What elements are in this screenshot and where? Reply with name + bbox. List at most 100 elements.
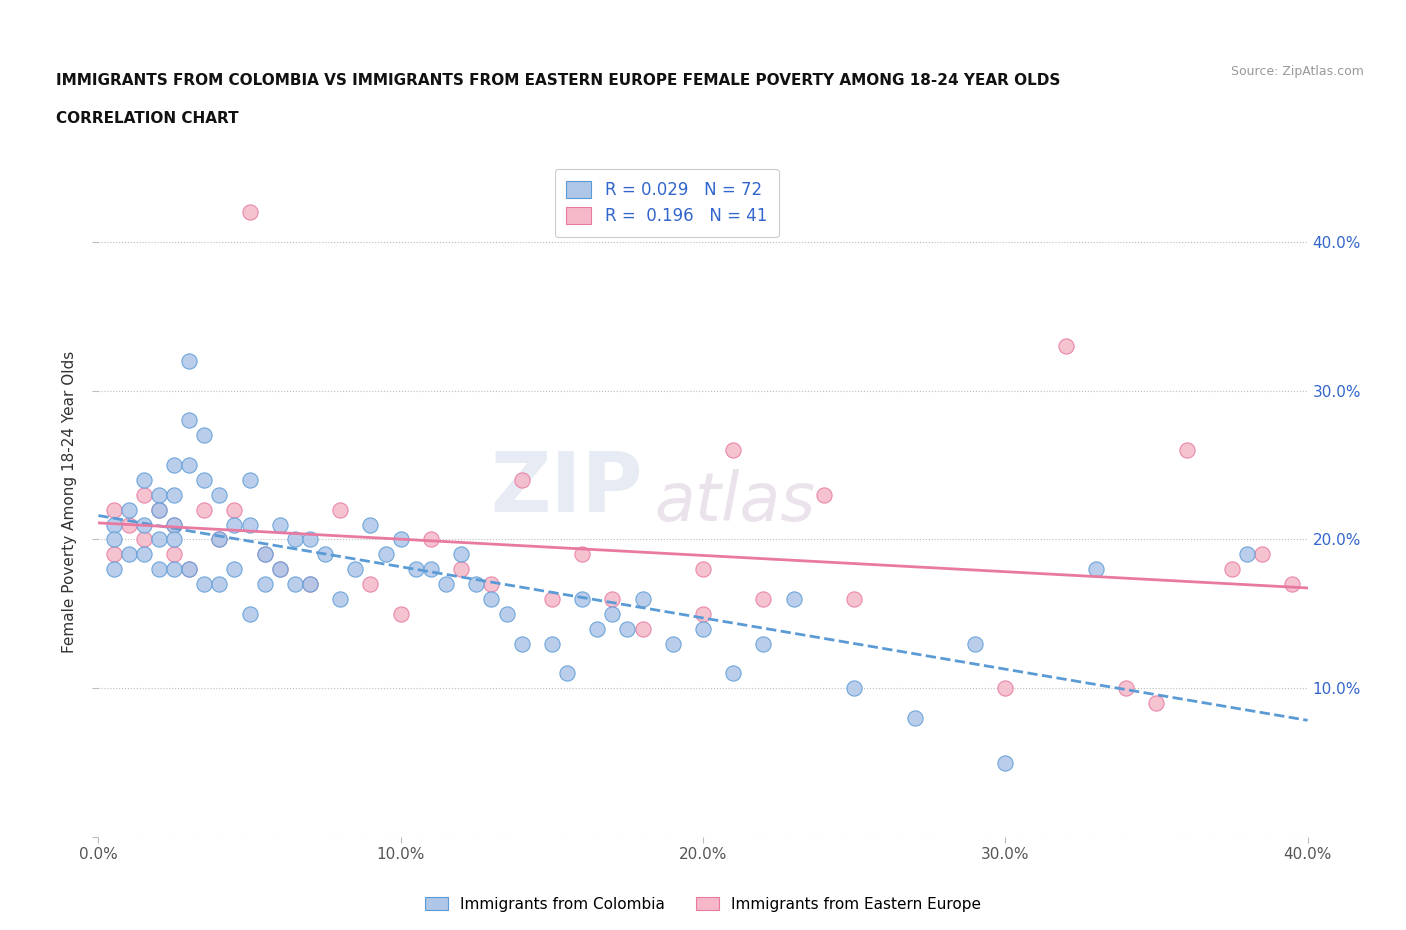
Point [148, 487, 170, 502]
Point [994, 681, 1017, 696]
Point [1115, 681, 1137, 696]
Point [1054, 339, 1077, 353]
Point [163, 487, 186, 502]
Point [329, 591, 352, 606]
Point [163, 562, 186, 577]
Point [239, 472, 262, 487]
Point [904, 711, 927, 725]
Point [253, 547, 276, 562]
Point [148, 502, 170, 517]
Point [571, 547, 593, 562]
Point [163, 458, 186, 472]
Point [148, 562, 170, 577]
Point [540, 591, 562, 606]
Point [1175, 443, 1198, 458]
Point [723, 666, 745, 681]
Point [132, 487, 155, 502]
Point [253, 577, 276, 591]
Point [586, 621, 609, 636]
Point [1281, 577, 1303, 591]
Point [179, 353, 201, 368]
Point [179, 413, 201, 428]
Point [540, 636, 562, 651]
Point [163, 547, 186, 562]
Point [692, 606, 714, 621]
Point [692, 621, 714, 636]
Point [239, 517, 262, 532]
Point [783, 591, 806, 606]
Point [1236, 547, 1258, 562]
Point [148, 502, 170, 517]
Point [269, 517, 291, 532]
Point [389, 606, 412, 621]
Point [103, 562, 125, 577]
Point [510, 472, 533, 487]
Point [163, 517, 186, 532]
Point [1085, 562, 1108, 577]
Point [132, 532, 155, 547]
Point [132, 472, 155, 487]
Point [602, 606, 624, 621]
Point [103, 547, 125, 562]
Text: Source: ZipAtlas.com: Source: ZipAtlas.com [1230, 65, 1364, 78]
Point [631, 591, 654, 606]
Point [692, 562, 714, 577]
Point [118, 517, 141, 532]
Point [389, 532, 412, 547]
Point [420, 562, 443, 577]
Point [662, 636, 685, 651]
Point [360, 577, 382, 591]
Point [284, 577, 307, 591]
Point [631, 621, 654, 636]
Point [208, 577, 231, 591]
Point [208, 532, 231, 547]
Point [360, 517, 382, 532]
Point [571, 591, 593, 606]
Point [224, 502, 246, 517]
Point [616, 621, 638, 636]
Point [163, 517, 186, 532]
Point [1220, 562, 1243, 577]
Point [103, 532, 125, 547]
Point [118, 502, 141, 517]
Point [602, 591, 624, 606]
Point [208, 532, 231, 547]
Point [329, 502, 352, 517]
Point [405, 562, 427, 577]
Point [1251, 547, 1274, 562]
Point [163, 532, 186, 547]
Point [299, 577, 322, 591]
Point [118, 547, 141, 562]
Point [723, 443, 745, 458]
Point [344, 562, 367, 577]
Y-axis label: Female Poverty Among 18-24 Year Olds: Female Poverty Among 18-24 Year Olds [62, 352, 77, 654]
Point [450, 562, 472, 577]
Point [510, 636, 533, 651]
Point [299, 532, 322, 547]
Point [269, 562, 291, 577]
Point [481, 591, 503, 606]
Point [193, 428, 215, 443]
Point [132, 517, 155, 532]
Point [844, 681, 866, 696]
Point [420, 532, 443, 547]
Point [224, 562, 246, 577]
Point [284, 532, 307, 547]
Point [193, 472, 215, 487]
Point [813, 487, 835, 502]
Point [374, 547, 396, 562]
Point [299, 577, 322, 591]
Point [450, 547, 472, 562]
Point [239, 205, 262, 219]
Point [103, 502, 125, 517]
Point [965, 636, 987, 651]
Point [193, 577, 215, 591]
Point [148, 532, 170, 547]
Point [555, 666, 578, 681]
Point [253, 547, 276, 562]
Point [208, 487, 231, 502]
Legend: R = 0.029   N = 72, R =  0.196   N = 41: R = 0.029 N = 72, R = 0.196 N = 41 [555, 169, 779, 237]
Point [844, 591, 866, 606]
Point [752, 636, 775, 651]
Text: ZIP: ZIP [491, 448, 643, 529]
